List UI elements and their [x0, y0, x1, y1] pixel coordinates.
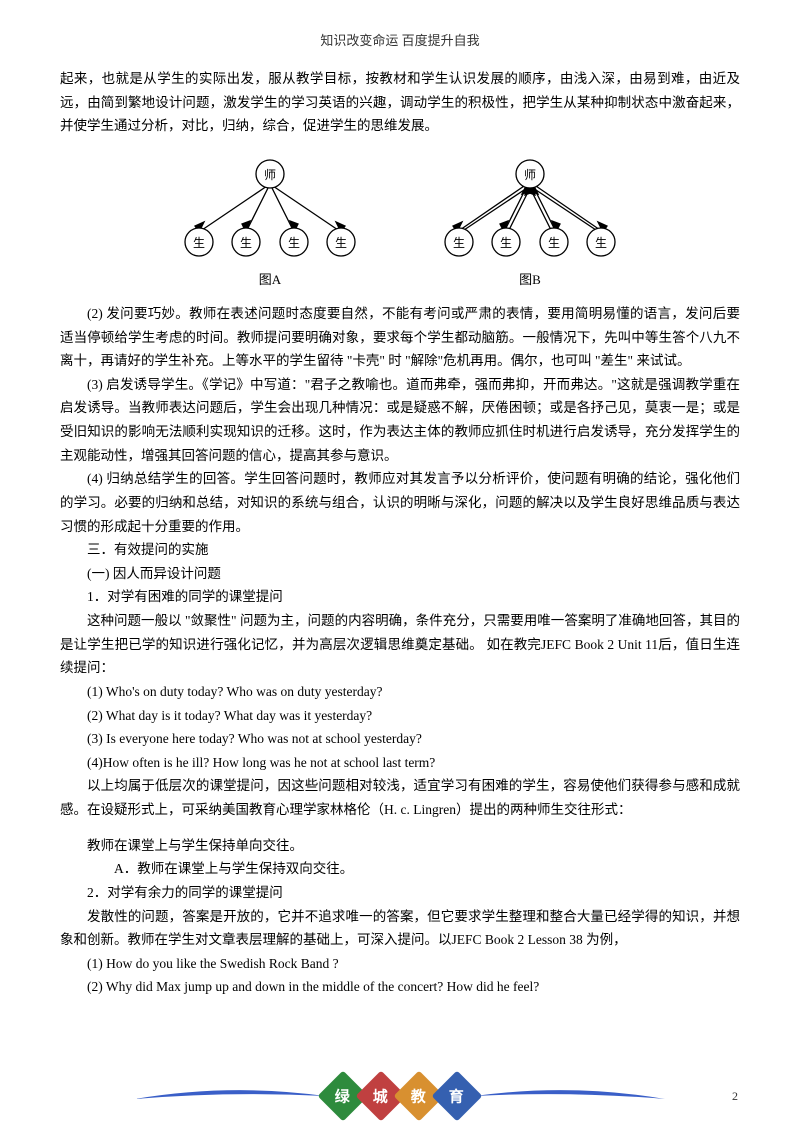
paragraph: 以上均属于低层次的课堂提问，因这些问题相对较浅，适宜学习有困难的学生，容易使他们… — [60, 774, 740, 821]
svg-text:生: 生 — [453, 236, 465, 250]
diagram-row: 师 生 生 生 生 图A — [60, 156, 740, 288]
diagram-a-label: 图A — [170, 269, 370, 288]
question-item: (2) What day is it today? What day was i… — [60, 704, 740, 728]
svg-text:生: 生 — [288, 236, 300, 250]
diagram-b: 师 生 生 生 生 图B — [430, 156, 630, 288]
paragraph: 这种问题一般以 "敛聚性" 问题为主，问题的内容明确，条件充分，只需要用唯一答案… — [60, 609, 740, 680]
diagram-b-label: 图B — [430, 269, 630, 288]
paragraph: 起来，也就是从学生的实际出发，服从教学目标，按教材和学生认识发展的顺序，由浅入深… — [60, 67, 740, 138]
svg-text:师: 师 — [264, 168, 276, 182]
svg-text:生: 生 — [335, 236, 347, 250]
paragraph: (4) 归纳总结学生的回答。学生回答问题时，教师应对其发言予以分析评价，使问题有… — [60, 467, 740, 538]
tree-diagram-b: 师 生 生 生 生 — [430, 156, 630, 261]
svg-text:师: 师 — [524, 168, 536, 182]
form-item: A．教师在课堂上与学生保持双向交往。 — [60, 857, 740, 881]
paragraph: 发散性的问题，答案是开放的，它并不追求唯一的答案，但它要求学生整理和整合大量已经… — [60, 905, 740, 952]
item-heading: 2．对学有余力的同学的课堂提问 — [60, 881, 740, 905]
tree-diagram-a: 师 生 生 生 生 — [170, 156, 370, 261]
document-body: 起来，也就是从学生的实际出发，服从教学目标，按教材和学生认识发展的顺序，由浅入深… — [60, 67, 740, 999]
question-item: (1) Who's on duty today? Who was on duty… — [60, 680, 740, 704]
footer-swoosh-left — [135, 1087, 325, 1105]
subsection-heading: (一) 因人而异设计问题 — [60, 562, 740, 586]
page-footer: 绿 城 教 育 2 — [0, 1078, 800, 1114]
svg-text:生: 生 — [193, 236, 205, 250]
question-item: (2) Why did Max jump up and down in the … — [60, 975, 740, 999]
page-number: 2 — [732, 1089, 738, 1104]
paragraph: (3) 启发诱导学生。《学记》中写道："君子之教喻也。道而弗牵，强而弗抑，开而弗… — [60, 373, 740, 468]
svg-text:生: 生 — [595, 236, 607, 250]
paragraph: (2) 发问要巧妙。教师在表述问题时态度要自然，不能有考问或严肃的表情，要用简明… — [60, 302, 740, 373]
footer-diamond: 育 — [432, 1071, 483, 1122]
page-header: 知识改变命运 百度提升自我 — [60, 30, 740, 49]
svg-text:生: 生 — [240, 236, 252, 250]
footer-swoosh-right — [475, 1087, 665, 1105]
question-item: (3) Is everyone here today? Who was not … — [60, 727, 740, 751]
question-item: (1) How do you like the Swedish Rock Ban… — [60, 952, 740, 976]
svg-text:生: 生 — [548, 236, 560, 250]
form-item: 教师在课堂上与学生保持单向交往。 — [60, 834, 740, 858]
svg-text:生: 生 — [500, 236, 512, 250]
item-heading: 1．对学有困难的同学的课堂提问 — [60, 585, 740, 609]
footer-diamonds: 绿 城 教 育 — [325, 1078, 475, 1114]
question-item: (4)How often is he ill? How long was he … — [60, 751, 740, 775]
diagram-a: 师 生 生 生 生 图A — [170, 156, 370, 288]
section-heading: 三．有效提问的实施 — [60, 538, 740, 562]
